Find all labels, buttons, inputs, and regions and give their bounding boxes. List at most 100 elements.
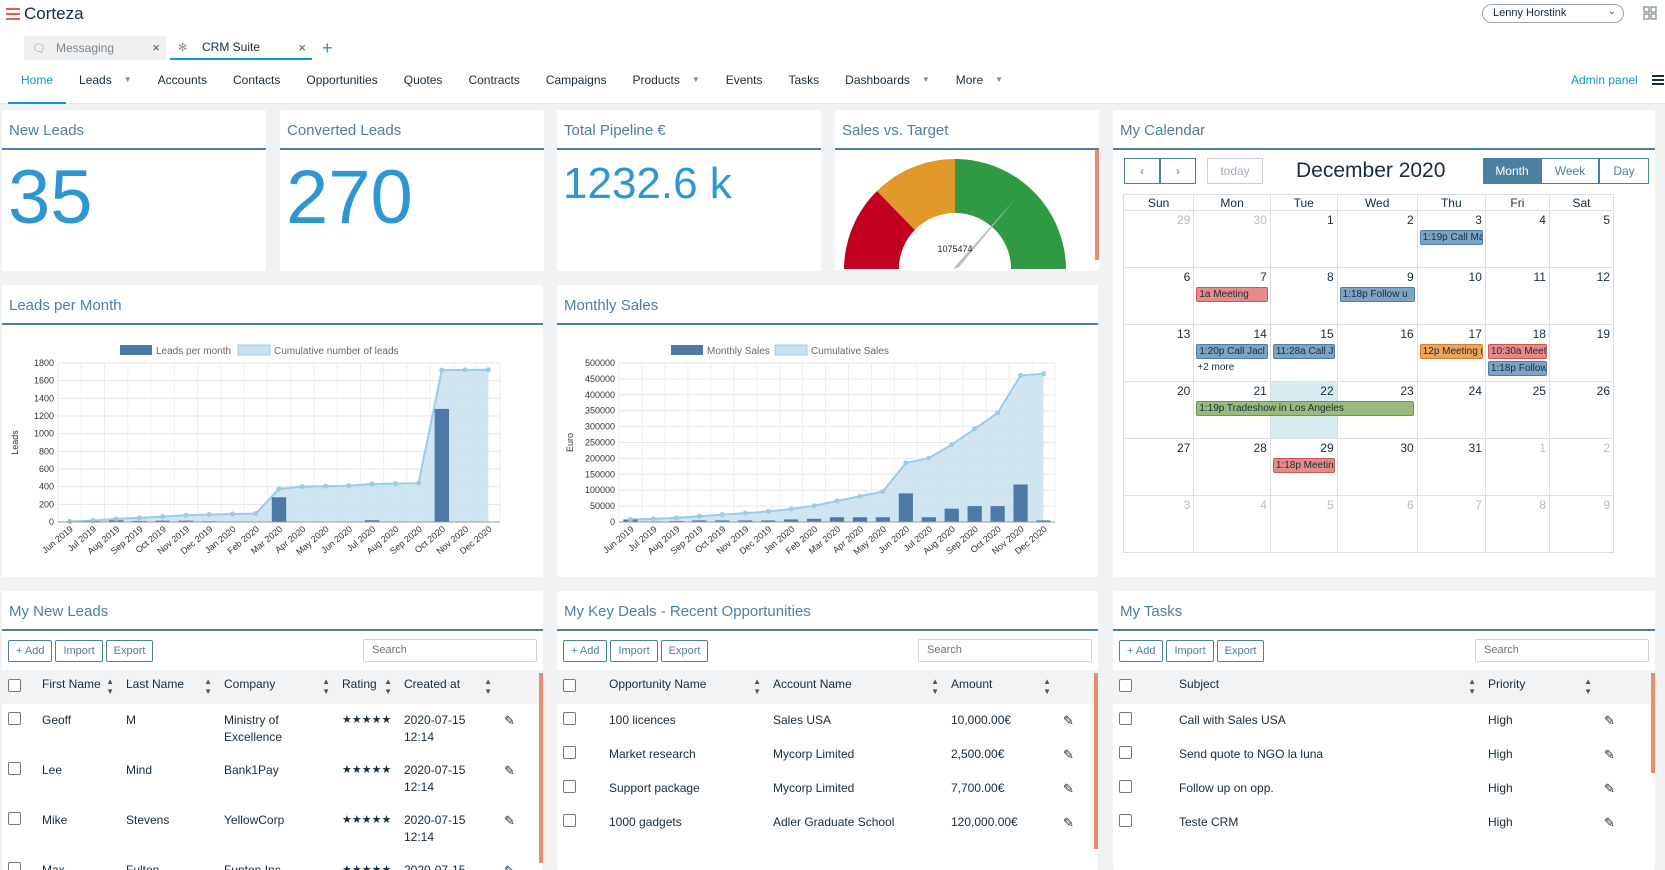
calendar-day[interactable]: 27 (1122, 438, 1195, 496)
checkbox[interactable] (1119, 746, 1132, 759)
edit-icon[interactable]: ✎ (1604, 713, 1615, 728)
col-account[interactable]: Account Name ▲ ▼ (767, 670, 945, 704)
table-row[interactable]: Geoff M Ministry of Excellence ★★★★★ 202… (2, 704, 543, 754)
row-select[interactable] (1113, 738, 1173, 772)
calendar-day[interactable]: 15 11:28a Call Jo (1269, 324, 1338, 382)
calendar-event[interactable]: 1:18p Follow u (1339, 287, 1415, 302)
edit-icon[interactable]: ✎ (1063, 713, 1074, 728)
row-select[interactable] (557, 772, 603, 806)
export-button[interactable]: Export (1216, 639, 1265, 662)
calendar-day[interactable]: 7 1a Meeting (1193, 267, 1271, 325)
col-priority[interactable]: Priority ▲ ▼ (1482, 670, 1598, 704)
calendar-day[interactable]: 1 (1269, 210, 1338, 268)
scroll-indicator[interactable] (1095, 150, 1099, 260)
calendar-day[interactable]: 31 (1416, 438, 1486, 496)
checkbox[interactable] (8, 762, 21, 775)
calendar-day[interactable]: 13 (1122, 324, 1195, 382)
calendar-event[interactable]: 1:19p Call Mar (1419, 230, 1483, 245)
cell-account-link[interactable]: Adler Graduate School (773, 815, 895, 829)
search-input[interactable]: Search (918, 639, 1092, 662)
nav-quotes[interactable]: Quotes (403, 73, 443, 87)
calendar-day[interactable]: 18 10:30a Meetin 1:18p Follow u (1484, 324, 1550, 382)
today-button[interactable]: today (1207, 158, 1263, 184)
calendar-day[interactable]: 30 (1193, 210, 1271, 268)
nav-products[interactable]: Products ▼ (620, 70, 713, 104)
edit-icon[interactable]: ✎ (1604, 815, 1615, 830)
edit-icon[interactable]: ✎ (498, 854, 543, 870)
checkbox[interactable] (8, 862, 21, 870)
col-created[interactable]: Created at ▲ ▼ (398, 670, 498, 704)
nav-events[interactable]: Events (725, 73, 763, 87)
select-all[interactable] (557, 670, 603, 704)
checkbox[interactable] (1119, 712, 1132, 725)
close-icon[interactable]: × (298, 40, 306, 55)
calendar-day[interactable]: 7 (1416, 495, 1486, 553)
export-button[interactable]: Export (105, 639, 154, 662)
checkbox[interactable] (8, 679, 21, 692)
checkbox[interactable] (563, 679, 576, 692)
edit-icon[interactable]: ✎ (1604, 781, 1615, 796)
table-row[interactable]: Market research Mycorp Limited 2,500.00€… (557, 738, 1098, 772)
table-row[interactable]: Lee Mind Bank1Pay ★★★★★ 2020-07-15 12:14… (2, 754, 543, 804)
app-tab-crm[interactable]: ✻ CRM Suite × (170, 36, 312, 60)
calendar-day[interactable]: 6 (1336, 495, 1418, 553)
calendar-day[interactable]: 2 (1336, 210, 1418, 268)
row-select[interactable] (2, 804, 36, 854)
calendar-day[interactable]: 9 (1548, 495, 1615, 553)
table-row[interactable]: Teste CRM High ✎ (1113, 806, 1655, 840)
table-row[interactable]: Max Fulton Funton Inc ★★★★★ 2020-07-15 ✎ (2, 854, 543, 870)
table-row[interactable]: 100 licences Sales USA 10,000.00€ ✎ (557, 704, 1098, 738)
calendar-day[interactable]: 6 (1122, 267, 1195, 325)
add-button[interactable]: + Add (563, 639, 608, 662)
next-month-button[interactable]: › (1160, 158, 1196, 184)
checkbox[interactable] (8, 712, 21, 725)
view-day-button[interactable]: Day (1599, 158, 1649, 184)
col-subject[interactable]: Subject ▲ ▼ (1173, 670, 1482, 704)
calendar-day[interactable]: 8 (1269, 267, 1338, 325)
col-company[interactable]: Company ▲ ▼ (218, 670, 336, 704)
calendar-day[interactable]: 29 (1122, 210, 1195, 268)
checkbox[interactable] (563, 712, 576, 725)
nav-dashboards[interactable]: Dashboards ▼ (832, 70, 943, 104)
calendar-event[interactable]: 1:18p Meeting (1272, 458, 1335, 473)
row-select[interactable] (1113, 704, 1173, 738)
calendar-day[interactable]: 10 (1416, 267, 1486, 325)
calendar-event[interactable]: 12p Meeting m (1419, 344, 1483, 359)
edit-icon[interactable]: ✎ (1063, 781, 1074, 796)
nav-more[interactable]: More ▼ (943, 70, 1016, 104)
edit-icon[interactable]: ✎ (504, 813, 515, 828)
table-row[interactable]: Follow up on opp. High ✎ (1113, 772, 1655, 806)
calendar-day[interactable]: 19 (1548, 324, 1615, 382)
calendar-day[interactable]: 5 (1548, 210, 1615, 268)
nav-contacts[interactable]: Contacts (233, 73, 281, 87)
edit-icon[interactable]: ✎ (504, 713, 515, 728)
col-amount[interactable]: Amount ▲ ▼ (945, 670, 1057, 704)
import-button[interactable]: Import (610, 639, 658, 662)
row-select[interactable] (2, 704, 36, 754)
calendar-day[interactable]: 16 (1336, 324, 1418, 382)
calendar-day[interactable]: 3 1:19p Call Mar (1416, 210, 1486, 268)
import-button[interactable]: Import (1166, 639, 1214, 662)
checkbox[interactable] (8, 812, 21, 825)
calendar-event[interactable]: 1:19p Tradeshow in Los Angeles (1196, 401, 1415, 416)
col-last-name[interactable]: Last Name ▲ ▼ (120, 670, 218, 704)
brand[interactable]: Corteza (6, 4, 84, 24)
nav-contracts[interactable]: Contracts (468, 73, 520, 87)
export-button[interactable]: Export (660, 639, 709, 662)
table-row[interactable]: Call with Sales USA High ✎ (1113, 704, 1655, 738)
checkbox[interactable] (563, 780, 576, 793)
calendar-day[interactable]: 1 (1484, 438, 1550, 496)
calendar-day[interactable]: 4 (1193, 495, 1271, 553)
user-select[interactable]: Lenny Horstink ⌄ (1482, 4, 1624, 23)
prev-month-button[interactable]: ‹ (1124, 158, 1160, 184)
add-tab-button[interactable]: + (322, 37, 333, 58)
import-button[interactable]: Import (55, 639, 103, 662)
edit-icon[interactable]: ✎ (1604, 747, 1615, 762)
apps-grid-icon[interactable] (1643, 6, 1657, 20)
calendar-day[interactable]: 17 12p Meeting m (1416, 324, 1486, 382)
calendar-day[interactable]: 3 (1122, 495, 1195, 553)
edit-icon[interactable]: ✎ (1063, 747, 1074, 762)
row-select[interactable] (2, 754, 36, 804)
calendar-event[interactable]: 1a Meeting (1196, 287, 1268, 302)
calendar-day[interactable]: 14 1:20p Call Jacl +2 more (1193, 324, 1271, 382)
